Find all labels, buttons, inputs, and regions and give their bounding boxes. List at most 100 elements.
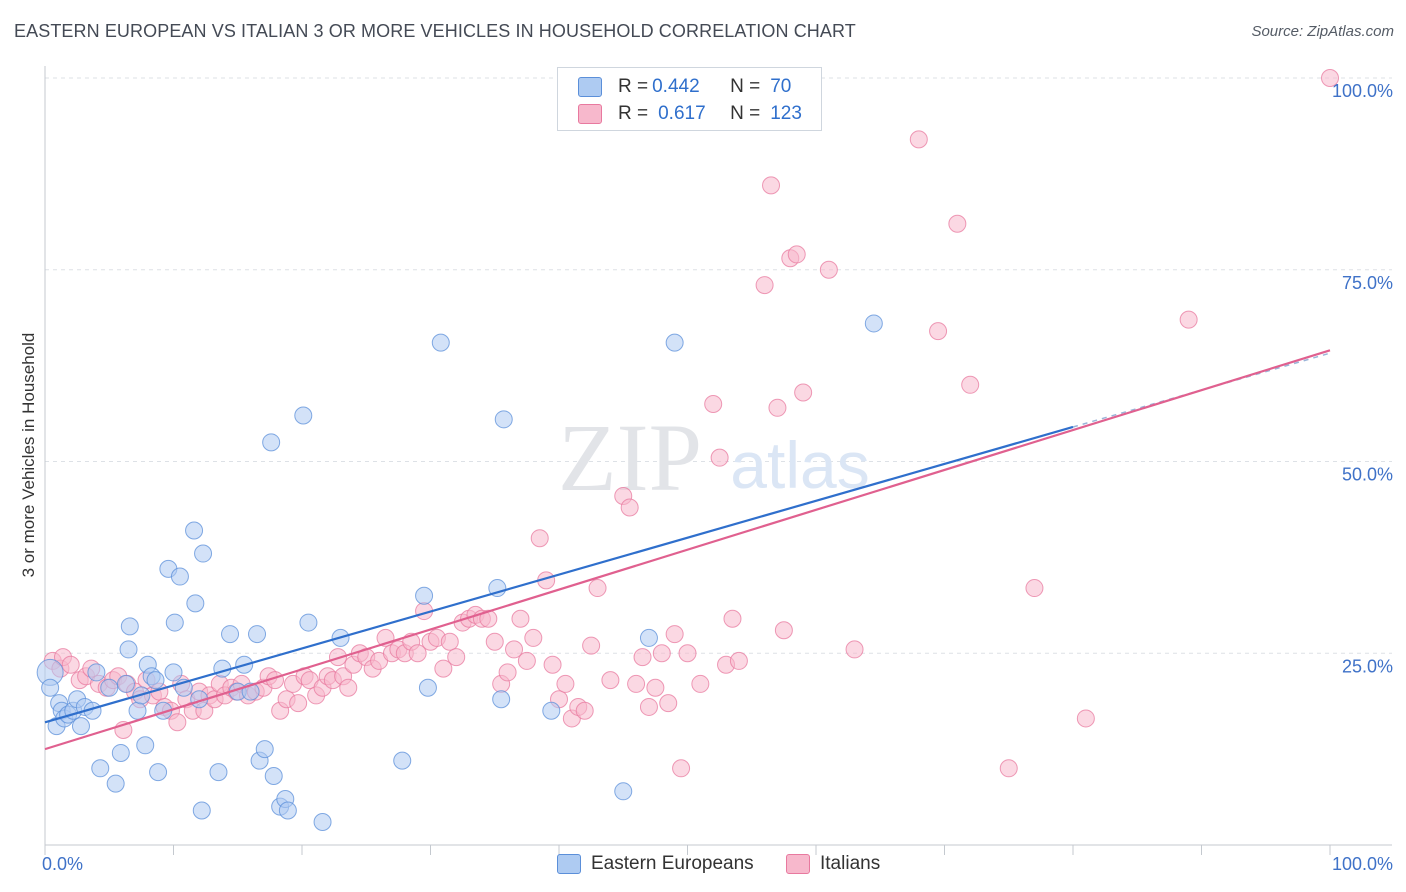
eastern-point bbox=[146, 671, 165, 690]
italian-point bbox=[909, 130, 928, 149]
eastern-point bbox=[164, 663, 183, 682]
italian-point bbox=[627, 674, 646, 693]
eastern-point bbox=[128, 701, 147, 720]
italian-point bbox=[652, 644, 671, 663]
italian-point bbox=[704, 394, 723, 413]
italian-point bbox=[543, 655, 562, 674]
eastern-point bbox=[639, 628, 658, 647]
italian-point bbox=[505, 640, 524, 659]
legend-n-value: 70 bbox=[770, 76, 792, 97]
eastern-point bbox=[100, 678, 119, 697]
eastern-point bbox=[111, 743, 130, 762]
italian-point bbox=[762, 176, 781, 195]
eastern-point bbox=[209, 763, 228, 782]
italian-point bbox=[659, 694, 678, 713]
legend-n-value: 123 bbox=[770, 103, 802, 124]
eastern-point bbox=[255, 740, 274, 759]
italian-point bbox=[588, 579, 607, 598]
axes bbox=[44, 66, 1392, 855]
bottom-legend-label-italian: Italians bbox=[820, 853, 881, 874]
italian-point bbox=[961, 375, 980, 394]
eastern-point bbox=[221, 625, 240, 644]
y-tick-label: 75.0% bbox=[1342, 273, 1393, 293]
eastern-point bbox=[262, 433, 281, 452]
italian-point bbox=[511, 609, 530, 628]
eastern-point bbox=[864, 314, 883, 333]
italian-point bbox=[639, 697, 658, 716]
eastern-point bbox=[87, 663, 106, 682]
italian-point bbox=[601, 671, 620, 690]
watermark: ZIP atlas bbox=[558, 404, 870, 511]
italian-point bbox=[447, 648, 466, 667]
eastern-point bbox=[185, 521, 204, 540]
eastern-point bbox=[264, 766, 283, 785]
x-tick-label: 100.0% bbox=[1332, 854, 1393, 874]
italian-point bbox=[289, 694, 308, 713]
y-axis-label: 3 or more Vehicles in Household bbox=[19, 333, 38, 578]
chart-title: EASTERN EUROPEAN VS ITALIAN 3 OR MORE VE… bbox=[14, 21, 856, 41]
italian-point bbox=[530, 529, 549, 548]
eastern-trend-line bbox=[44, 425, 1074, 724]
bottom-legend-italian: Italians bbox=[786, 852, 880, 876]
bottom-legend-eastern: Eastern Europeans bbox=[557, 852, 754, 876]
eastern-point bbox=[393, 751, 412, 770]
tick-labels: 25.0% 50.0% 75.0% 100.0% 0.0% 100.0% bbox=[42, 81, 1393, 874]
eastern-point bbox=[116, 674, 135, 693]
eastern-point bbox=[313, 812, 332, 831]
italian-point bbox=[434, 659, 453, 678]
eastern-point bbox=[119, 640, 138, 659]
italian-point bbox=[672, 759, 691, 778]
eastern-point bbox=[492, 690, 511, 709]
eastern-point bbox=[186, 594, 205, 613]
legend-swatch-eastern bbox=[578, 77, 602, 97]
eastern-point bbox=[248, 625, 267, 644]
eastern-point bbox=[494, 410, 513, 429]
italian-point bbox=[845, 640, 864, 659]
italian-point bbox=[710, 448, 729, 467]
eastern-point bbox=[106, 774, 125, 793]
eastern-point bbox=[431, 333, 450, 352]
italian-point bbox=[1076, 709, 1095, 728]
italian-point bbox=[517, 651, 536, 670]
italian-point bbox=[524, 628, 543, 647]
italian-point bbox=[556, 674, 575, 693]
italian-point bbox=[691, 674, 710, 693]
eastern-point bbox=[665, 333, 684, 352]
bottom-legend-label-eastern: Eastern Europeans bbox=[591, 853, 754, 874]
eastern-point bbox=[614, 782, 633, 801]
eastern-point bbox=[294, 406, 313, 425]
legend-swatch-italian bbox=[578, 104, 602, 124]
eastern-point bbox=[120, 617, 139, 636]
legend-r-label: R = bbox=[618, 76, 649, 97]
italian-point bbox=[678, 644, 697, 663]
eastern-point bbox=[542, 701, 561, 720]
legend-n-label: N = bbox=[730, 76, 761, 97]
eastern-point bbox=[41, 678, 60, 697]
italian-point bbox=[646, 678, 665, 697]
eastern-point bbox=[170, 567, 189, 586]
italian-point bbox=[485, 632, 504, 651]
italian-point bbox=[440, 632, 459, 651]
italian-point bbox=[498, 663, 517, 682]
eastern-point bbox=[149, 763, 168, 782]
eastern-point bbox=[415, 586, 434, 605]
eastern-point bbox=[278, 801, 297, 820]
x-tick-label: 0.0% bbox=[42, 854, 83, 874]
italian-point bbox=[774, 621, 793, 640]
bottom-legend-swatch-eastern bbox=[557, 854, 581, 874]
italian-point bbox=[819, 260, 838, 279]
italian-point bbox=[787, 245, 806, 264]
italian-point bbox=[729, 651, 748, 670]
italian-point bbox=[575, 701, 594, 720]
eastern-point bbox=[91, 759, 110, 778]
bottom-legend-swatch-italian bbox=[786, 854, 810, 874]
eastern-point bbox=[136, 736, 155, 755]
trend-lines bbox=[44, 349, 1331, 751]
eastern-point bbox=[192, 801, 211, 820]
italian-point bbox=[929, 322, 948, 341]
italian-point bbox=[999, 759, 1018, 778]
eastern-point bbox=[71, 717, 90, 736]
eastern-point bbox=[488, 579, 507, 598]
italian-trend-line bbox=[44, 349, 1331, 751]
